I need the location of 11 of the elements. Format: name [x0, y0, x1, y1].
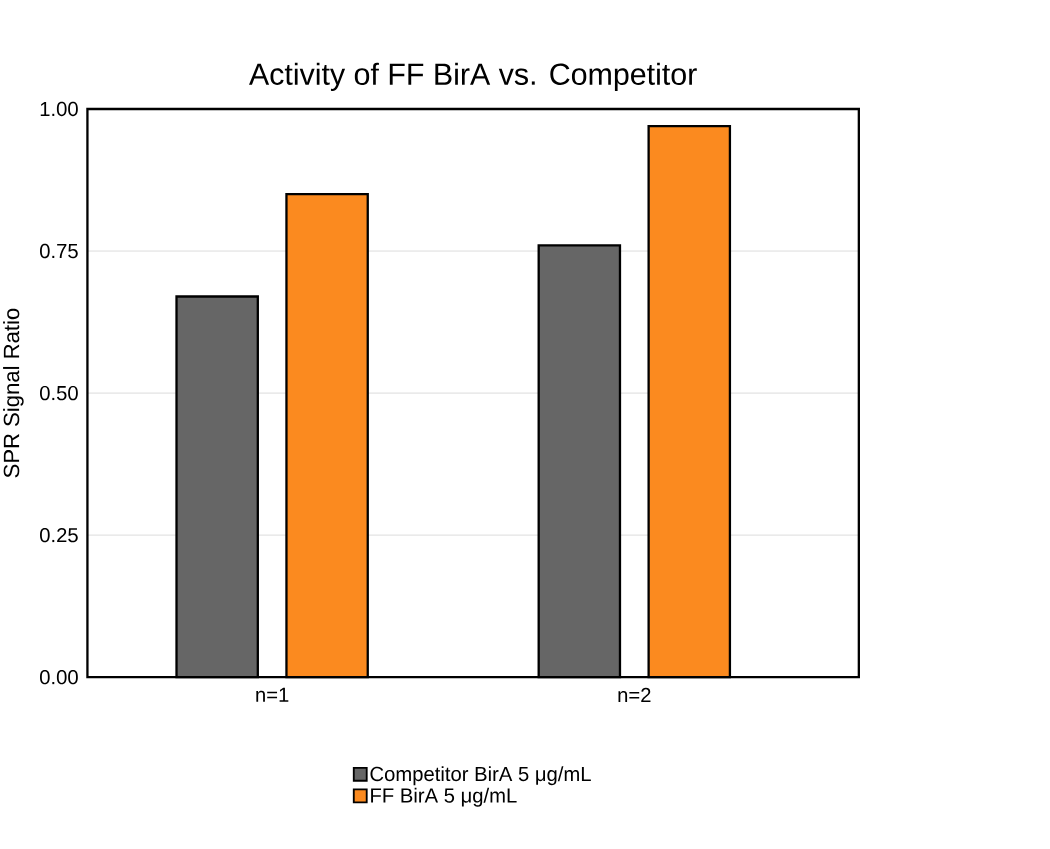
y-tick-label: 0.50 — [40, 385, 78, 401]
y-tick-label: 1.00 — [40, 101, 78, 117]
y-tick-label: 0.25 — [40, 527, 78, 543]
y-tick-label: 0.75 — [40, 243, 78, 259]
y-axis-title: SPR Signal Ratio — [3, 308, 24, 478]
legend-label: FF BirA 5 μg/mL — [371, 787, 517, 807]
x-tick-label: n=1 — [256, 687, 289, 702]
chart-title: Activity of FF BirA vs. Competitor — [249, 62, 697, 91]
legend-label: Competitor BirA 5 μg/mL — [370, 766, 591, 786]
y-tick-label: 0.00 — [40, 669, 78, 685]
x-tick-label: n=2 — [618, 687, 651, 702]
